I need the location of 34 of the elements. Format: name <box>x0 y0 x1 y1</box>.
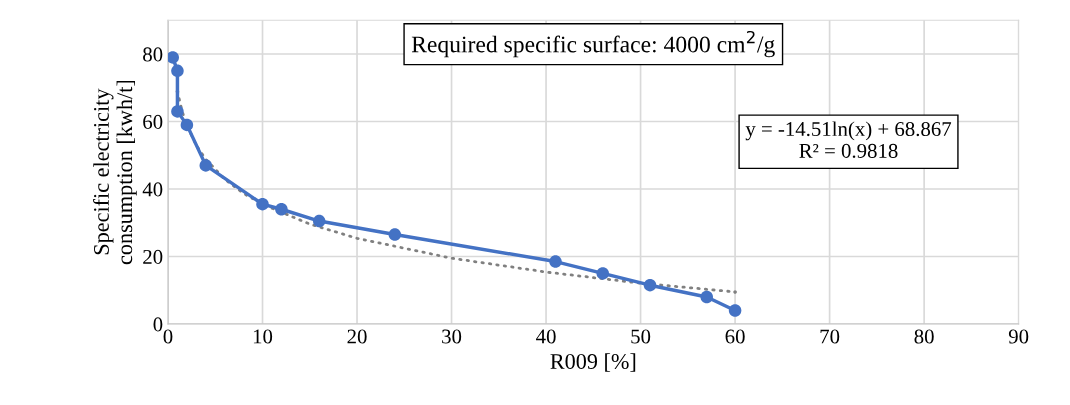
x-tick-label: 20 <box>347 329 367 344</box>
point <box>312 214 326 228</box>
text: Required specific surface: 4000 cm$^{2}$/g <box>411 30 775 58</box>
y-tick-label: 40 <box>142 182 163 197</box>
point <box>596 267 610 280</box>
y-tick-label: 0 <box>153 317 163 332</box>
y-tick-label: 80 <box>143 47 163 62</box>
point <box>549 255 562 268</box>
x-tick-label: 50 <box>631 329 651 344</box>
point <box>275 203 288 216</box>
point <box>167 51 179 64</box>
point <box>388 228 402 241</box>
x-tick-label: 40 <box>536 329 556 344</box>
y-tick-label: 60 <box>143 114 163 129</box>
point <box>256 197 269 211</box>
x-tick-label: 10 <box>253 329 273 344</box>
point <box>199 159 213 172</box>
y-axis-title: Specific electricity consumption [kwh/t] <box>93 80 137 265</box>
point <box>733 290 737 294</box>
x-tick-label: 70 <box>820 329 840 344</box>
point <box>700 290 713 304</box>
point <box>171 105 184 118</box>
point <box>180 118 194 132</box>
x-tick-label: 30 <box>442 329 462 344</box>
point <box>728 304 742 317</box>
x-tick-label: 80 <box>914 329 934 344</box>
x-tick-label: 90 <box>1008 329 1029 344</box>
y-tick-label: 20 <box>143 249 163 264</box>
x-tick-label: 0 <box>163 329 173 344</box>
x-tick-label: 60 <box>725 329 745 344</box>
annotation: y = -14.51ln(x) + 68.867 R² = 0.9818 <box>745 121 952 158</box>
point <box>643 278 657 292</box>
point <box>171 64 184 78</box>
x-axis-title: R009 [%] <box>550 353 636 372</box>
